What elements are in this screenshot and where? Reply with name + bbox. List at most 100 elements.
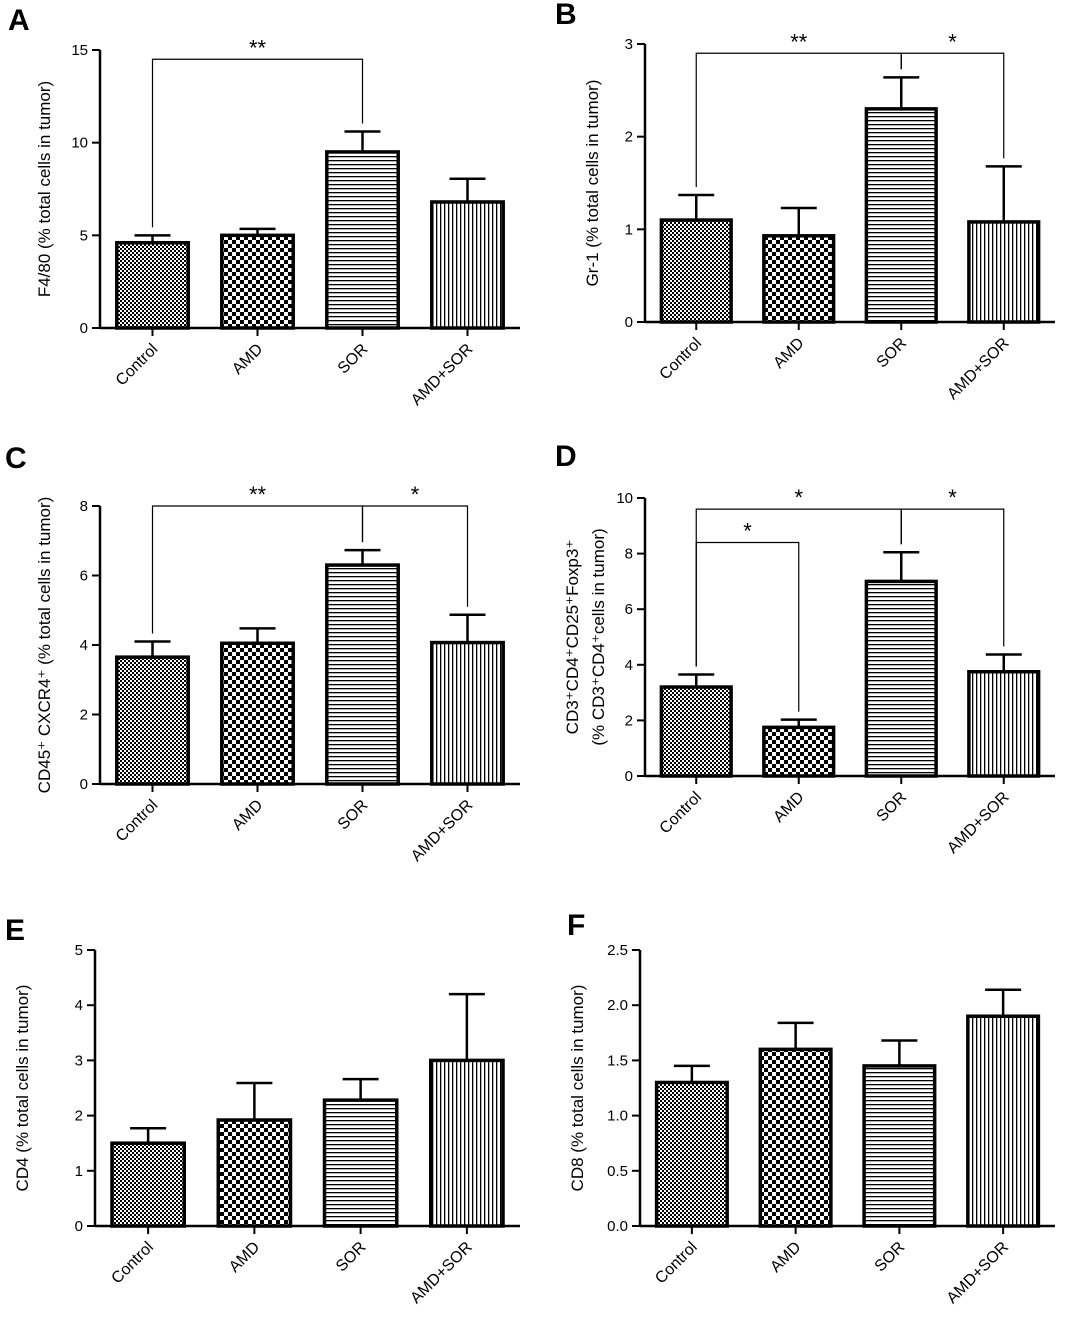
y-tick-label: 2.0 xyxy=(607,997,628,1014)
y-axis-label: CD4 (% total cells in tumor) xyxy=(13,985,32,1192)
panel-letter: E xyxy=(5,914,25,947)
bar-control xyxy=(654,1080,729,1228)
bar-control xyxy=(115,655,190,786)
y-tick-label: 1 xyxy=(75,1163,83,1180)
bar-amd xyxy=(220,641,295,786)
y-tick-label: 0 xyxy=(625,314,633,331)
bar-sor xyxy=(325,563,400,786)
significance-label: * xyxy=(411,482,420,507)
x-category-label: AMD+SOR xyxy=(408,797,476,865)
x-category-label: Control xyxy=(657,335,705,383)
x-category-label: AMD+SOR xyxy=(944,335,1012,403)
bar-sor xyxy=(864,579,938,778)
y-tick-label: 2 xyxy=(625,712,633,729)
y-axis-label: CD45⁺ CXCR4⁺ (% total cells in tumor) xyxy=(35,497,54,794)
bar-amd-plus-sor xyxy=(966,1014,1041,1228)
x-category-label: AMD+SOR xyxy=(407,1239,475,1307)
y-tick-label: 5 xyxy=(75,942,83,959)
y-tick-label: 10 xyxy=(616,490,633,507)
x-category-label: Control xyxy=(657,789,705,837)
x-category-label: AMD xyxy=(770,789,807,826)
y-tick-label: 8 xyxy=(625,546,633,563)
x-category-label: AMD xyxy=(226,1239,263,1276)
y-tick-label: 0.5 xyxy=(607,1163,628,1180)
y-tick-label: 3 xyxy=(75,1052,83,1069)
x-category-label: Control xyxy=(108,1239,156,1287)
x-category-label: AMD xyxy=(770,335,807,372)
x-category-label: AMD xyxy=(767,1239,804,1276)
y-tick-label: 6 xyxy=(625,601,633,618)
x-category-label: AMD xyxy=(229,797,266,834)
x-category-label: AMD+SOR xyxy=(944,789,1012,857)
x-category-label: AMD+SOR xyxy=(408,341,476,409)
panel-letter: A xyxy=(8,4,30,37)
significance-bracket xyxy=(151,58,364,228)
bar-control xyxy=(115,240,190,330)
x-category-label: Control xyxy=(113,341,161,389)
y-tick-label: 15 xyxy=(71,42,88,59)
y-axis-label: Gr-1 (% total cells in tumor) xyxy=(583,80,602,287)
bar-sor xyxy=(864,107,938,324)
significance-label: * xyxy=(743,518,752,543)
panel-letter: C xyxy=(5,442,27,475)
bar-amd-plus-sor xyxy=(430,640,505,786)
y-tick-label: 0 xyxy=(625,768,633,785)
x-category-label: SOR xyxy=(335,341,372,378)
significance-label: * xyxy=(794,485,803,510)
y-tick-label: 1 xyxy=(625,221,633,238)
x-category-label: SOR xyxy=(874,335,911,372)
y-axis-label: CD8 (% total cells in tumor) xyxy=(568,985,587,1192)
bar-amd-plus-sor xyxy=(429,1058,505,1228)
bar-amd-plus-sor xyxy=(967,220,1041,324)
panel-letter: D xyxy=(555,440,577,473)
panel-c: C CD45⁺ CXCR4⁺ (% total cells in tumor) 0 2… xyxy=(5,442,520,865)
y-tick-label: 2.5 xyxy=(607,942,628,959)
significance-label: * xyxy=(948,29,957,54)
panel-b: B Gr-1 (% total cells in tumor) 0 1 2 3 Contro… xyxy=(555,0,1055,403)
x-category-label: SOR xyxy=(333,1239,370,1276)
bar-amd-plus-sor xyxy=(967,670,1041,778)
bar-amd xyxy=(762,234,836,324)
significance-label: * xyxy=(948,485,957,510)
y-tick-label: 1.5 xyxy=(607,1052,628,1069)
bar-amd xyxy=(762,725,836,778)
significance-label: ** xyxy=(249,35,267,60)
panel-a: A F4/80 (% total cells in tumor) 0 5 10 15 Con… xyxy=(8,4,520,409)
panel-e: E CD4 (% total cells in tumor) 0 1 2 3 4 5 Contr… xyxy=(5,914,520,1307)
panel-letter: F xyxy=(567,909,585,942)
significance-bracket xyxy=(361,505,469,607)
x-category-label: Control xyxy=(652,1239,700,1287)
bar-amd xyxy=(758,1047,833,1228)
panel-d: D CD3⁺CD4⁺CD25⁺Foxp3⁺ (% CD3⁺CD4⁺cells in … xyxy=(555,440,1055,857)
bar-control xyxy=(659,218,733,324)
bar-amd-plus-sor xyxy=(430,200,505,330)
bar-sor xyxy=(862,1064,937,1228)
y-tick-label: 0.0 xyxy=(607,1218,628,1235)
y-tick-label: 8 xyxy=(80,498,88,515)
y-tick-label: 2 xyxy=(625,129,633,146)
significance-bracket xyxy=(900,52,1005,159)
bar-control xyxy=(110,1141,186,1228)
significance-label: ** xyxy=(790,29,808,54)
y-tick-label: 1.0 xyxy=(607,1108,628,1125)
y-tick-label: 6 xyxy=(80,568,88,585)
bar-sor xyxy=(322,1098,399,1228)
x-category-label: AMD xyxy=(229,341,266,378)
bar-sor xyxy=(325,150,400,330)
y-tick-label: 4 xyxy=(80,637,88,654)
y-tick-label: 4 xyxy=(625,657,633,674)
y-tick-label: 5 xyxy=(80,227,88,244)
x-category-label: SOR xyxy=(872,1239,909,1276)
panel-letter: B xyxy=(555,0,577,31)
x-category-label: AMD+SOR xyxy=(944,1239,1012,1307)
y-tick-label: 2 xyxy=(75,1108,83,1125)
x-category-label: SOR xyxy=(874,789,911,826)
significance-bracket xyxy=(900,508,1005,647)
bar-amd xyxy=(220,233,295,330)
y-tick-label: 3 xyxy=(625,36,633,53)
significance-label: ** xyxy=(249,482,267,507)
y-tick-label: 10 xyxy=(71,135,88,152)
y-tick-label: 0 xyxy=(80,776,88,793)
x-category-label: Control xyxy=(113,797,161,845)
